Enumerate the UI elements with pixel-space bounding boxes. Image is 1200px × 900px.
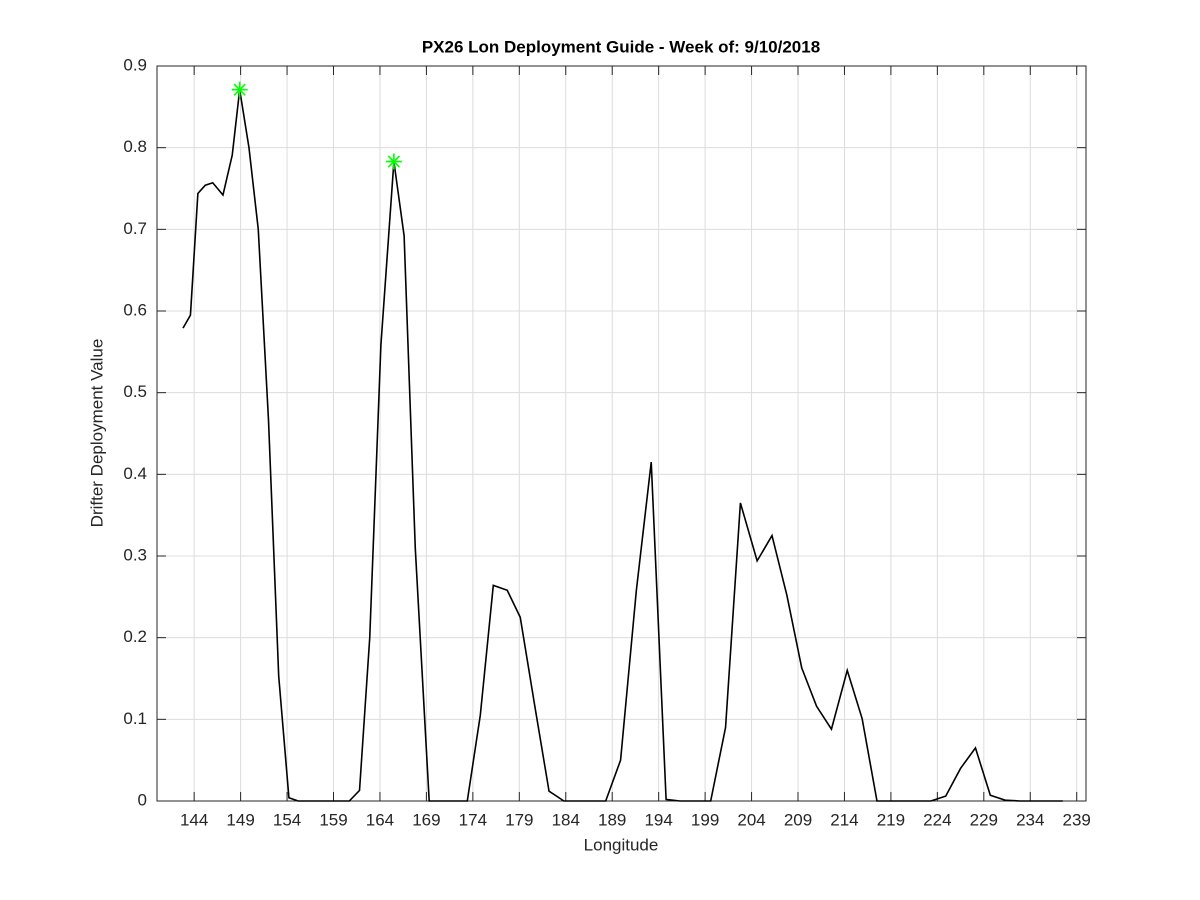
y-axis-label: Drifter Deployment Value [87,339,106,528]
y-tick-label: 0.8 [123,137,147,156]
x-tick-label: 189 [598,810,626,829]
x-tick-label: 169 [412,810,440,829]
y-tick-label: 0.1 [123,709,147,728]
x-tick-label: 184 [552,810,580,829]
x-tick-label: 179 [505,810,533,829]
plot-frame [156,65,1087,802]
y-tick-label: 0.7 [123,219,147,238]
x-tick-label: 214 [830,810,858,829]
x-axis-label: Longitude [584,835,659,854]
x-tick-label: 204 [737,810,765,829]
chart-title: PX26 Lon Deployment Guide - Week of: 9/1… [422,37,820,56]
data-line [182,89,1063,802]
marker-stroke [233,83,246,96]
x-tick-label: 224 [923,810,951,829]
y-tick-label: 0.3 [123,545,147,564]
peak-marker [231,81,248,98]
x-tick-label: 209 [784,810,812,829]
x-tick-label: 199 [691,810,719,829]
x-tick-label: 194 [644,810,672,829]
x-tick-label: 174 [459,810,487,829]
x-tick-label: 234 [1016,810,1044,829]
y-tick-label: 0.5 [123,382,147,401]
x-tick-label: 154 [273,810,301,829]
y-tick-label: 0.4 [123,464,147,483]
y-tick-label: 0 [138,790,147,809]
x-tick-label: 159 [319,810,347,829]
y-tick-label: 0.9 [123,55,147,74]
x-tick-label: 219 [877,810,905,829]
peak-marker [385,153,402,170]
x-tick-label: 149 [226,810,254,829]
y-tick-label: 0.2 [123,627,147,646]
x-tick-label: 144 [180,810,208,829]
marker-stroke [387,155,401,168]
x-tick-label: 239 [1063,810,1091,829]
x-tick-label: 164 [366,810,394,829]
y-tick-label: 0.6 [123,300,147,319]
x-tick-label: 229 [970,810,998,829]
